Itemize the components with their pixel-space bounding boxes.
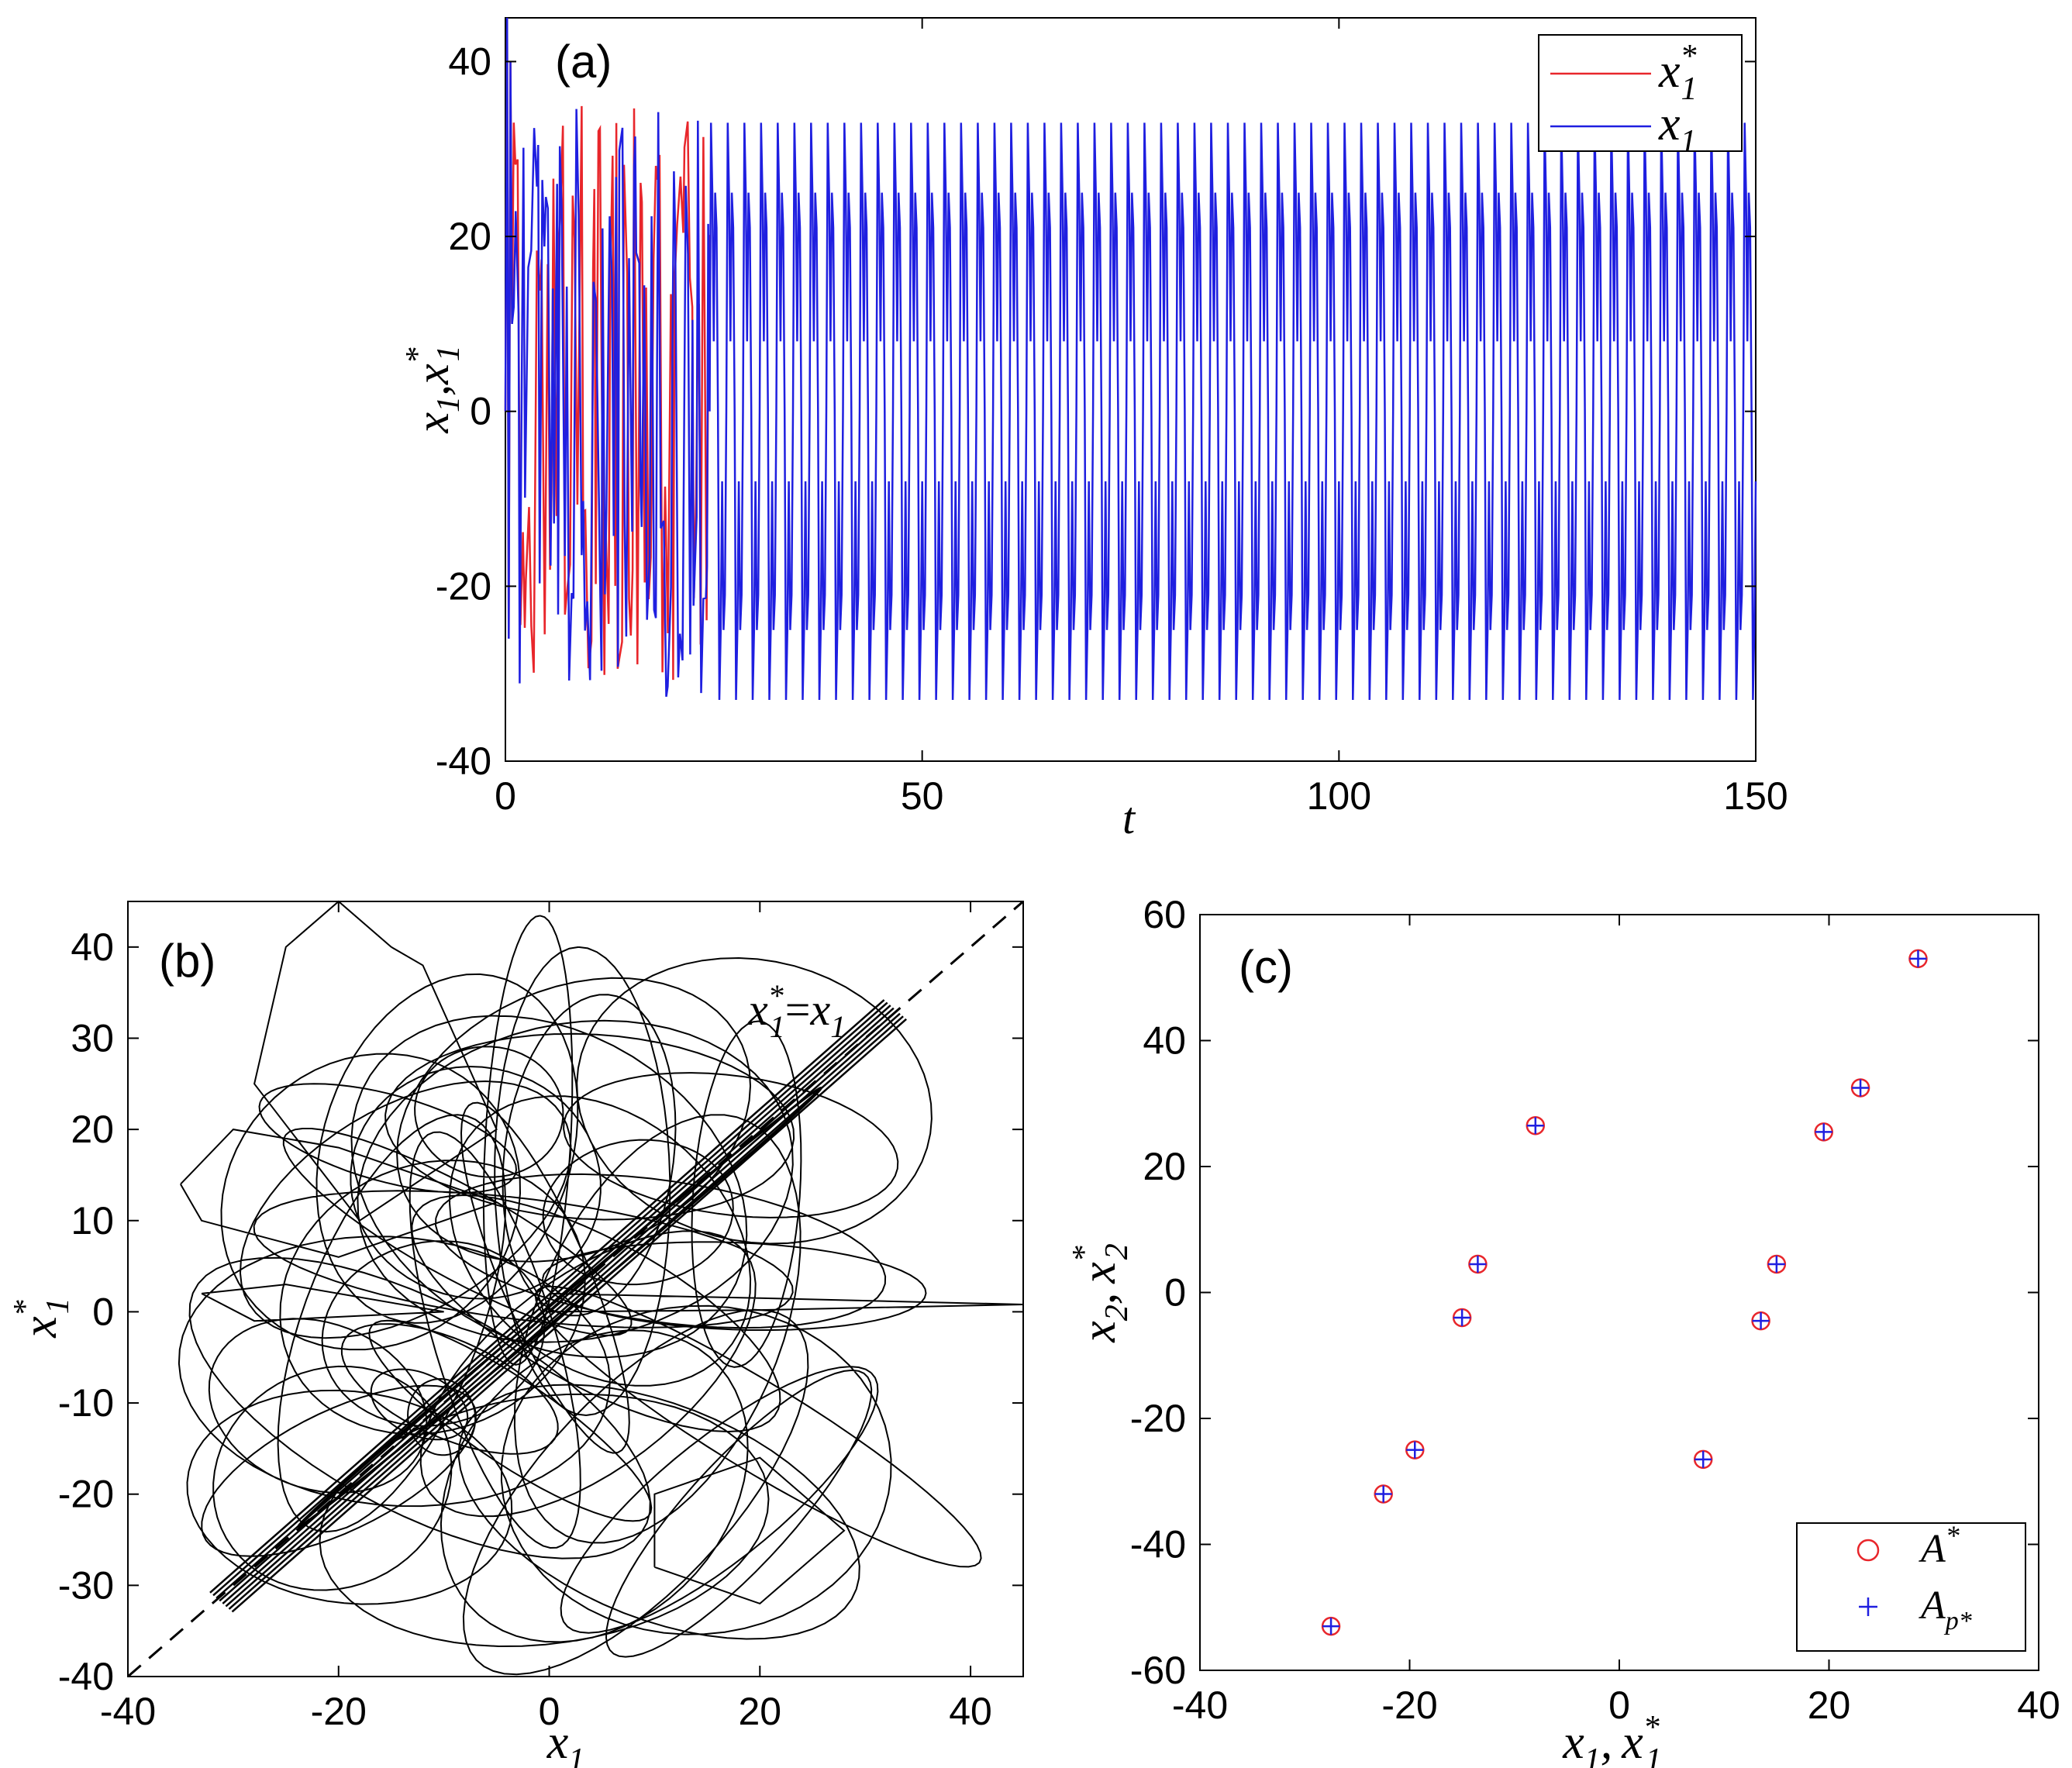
sync-band-line <box>228 1015 904 1610</box>
x-tick-label: 150 <box>1723 774 1788 818</box>
y-tick-label: 0 <box>1164 1271 1186 1315</box>
legend-label-a-p-star: Ap* <box>1919 1584 1972 1635</box>
scatter-point <box>1526 1115 1546 1136</box>
y-tick-label: 20 <box>448 215 491 258</box>
y-tick-label: -20 <box>1130 1397 1186 1440</box>
y-tick-label: 40 <box>1143 1019 1186 1063</box>
scatter-point <box>1374 1484 1393 1504</box>
sync-band-line <box>215 1005 891 1599</box>
panel-c-y-ticks: -60 -40 -20 0 20 40 60 <box>1130 893 2039 1692</box>
series-line-x1 <box>504 17 1757 701</box>
scatter-point <box>1693 1449 1713 1470</box>
x-tick-label: 0 <box>539 1690 560 1733</box>
scatter-point <box>1751 1311 1770 1331</box>
scatter-point <box>1321 1616 1341 1636</box>
scatter-point <box>1908 949 1928 969</box>
panel-c-x-ticks: -40 -20 0 20 40 <box>1172 915 2060 1727</box>
x-tick-label: -40 <box>100 1690 156 1733</box>
x-tick-label: 20 <box>738 1690 781 1733</box>
sync-band-ellipse <box>297 1087 822 1528</box>
y-tick-label: 20 <box>1143 1145 1186 1188</box>
y-tick-label: 0 <box>470 390 491 433</box>
svg-text:x1,x*1: x1,x*1 <box>400 345 467 433</box>
y-tick-label: 20 <box>71 1108 114 1151</box>
panel-a-legend: x* 1 x1 <box>1538 34 1743 160</box>
legend-label-x1: x1 <box>1658 98 1697 160</box>
panel-a-ylabel-comma: , <box>407 384 458 396</box>
legend-circle-marker <box>1857 1539 1880 1562</box>
y-tick-label: -30 <box>58 1563 114 1607</box>
x-tick-label: 40 <box>949 1690 992 1733</box>
y-tick-label: 60 <box>1143 893 1186 936</box>
sync-band-line <box>231 1018 907 1613</box>
panel-b-x-ticks: -40 -20 0 20 40 <box>100 901 992 1733</box>
panel-a-x-axis-label: t <box>1122 793 1136 843</box>
y-tick-label: 10 <box>71 1199 114 1242</box>
panel-a-series-group <box>504 17 1757 701</box>
scatter-point <box>1405 1440 1425 1460</box>
panel-a-y-axis-label: x1,x*1 <box>400 345 467 433</box>
panel-a-ylabel-sub: 1 <box>431 396 467 412</box>
y-tick-label: -40 <box>58 1655 114 1698</box>
y-tick-label: -20 <box>58 1473 114 1516</box>
y-tick-label: 40 <box>448 40 491 83</box>
panel-c-legend: A* Ap* <box>1796 1520 2026 1652</box>
x-tick-label: 100 <box>1307 774 1371 818</box>
panel-a-ylabel-sub2: 1 <box>431 345 467 361</box>
y-tick-label: 0 <box>92 1290 114 1333</box>
x-tick-label: 0 <box>495 774 516 818</box>
panel-a-legend-box <box>1538 34 1743 152</box>
panel-a-ylabel-x: x <box>407 412 458 434</box>
scatter-point <box>1850 1078 1870 1098</box>
panel-a-ylabel-x2: x <box>407 364 458 385</box>
x-tick-label: -40 <box>1172 1684 1228 1727</box>
x-tick-label: 40 <box>2017 1684 2060 1727</box>
panel-b-annotation: x* 1=x1 <box>747 978 846 1044</box>
x-tick-label: -20 <box>1381 1684 1437 1727</box>
x-tick-label: 0 <box>1608 1684 1630 1727</box>
svg-text:x2,x*2: x2,x*2 <box>1067 1243 1135 1343</box>
scatter-point <box>1767 1254 1787 1274</box>
panel-b-phase-portrait: -40 -20 0 20 40 -40 -30 -20 -10 0 10 20 30 40 (b) x*… <box>8 900 1024 1768</box>
panel-a-label: (a) <box>555 36 612 88</box>
x-tick-label: 20 <box>1808 1684 1851 1727</box>
y-tick-label: -60 <box>1130 1649 1186 1692</box>
legend-label-a-star: A* <box>1919 1520 1960 1571</box>
panel-c-y-axis-label: x2,x*2 <box>1067 1243 1135 1343</box>
panel-b-y-axis-label: x*1 <box>8 1298 76 1339</box>
sync-band-line <box>212 1001 888 1597</box>
panel-b-label: (b) <box>159 935 215 987</box>
panel-b-diagonal-dashed-line <box>127 900 1024 1678</box>
panel-b-y-ticks: -40 -30 -20 -10 0 10 20 30 40 <box>58 925 1023 1698</box>
panel-b-trajectory <box>178 900 1024 1676</box>
x-tick-label: -20 <box>311 1690 367 1733</box>
y-tick-label: -20 <box>436 564 491 608</box>
panel-c-legend-box <box>1796 1522 2026 1652</box>
x-tick-label: 50 <box>901 774 944 818</box>
scatter-point <box>1452 1308 1472 1328</box>
y-tick-label: 30 <box>71 1016 114 1060</box>
panel-c-label: (c) <box>1239 941 1293 993</box>
legend-label-x1-star: x* 1 <box>1658 39 1698 107</box>
sync-band-line <box>209 999 885 1594</box>
panel-c-points <box>1321 949 1928 1636</box>
panel-b-x-axis-label: x1 <box>546 1716 585 1768</box>
y-tick-label: -40 <box>436 739 491 783</box>
scatter-point <box>1468 1254 1488 1274</box>
legend-plus-marker <box>1859 1597 1877 1616</box>
panel-a-ylabel-star: * <box>400 347 436 364</box>
y-tick-label: -10 <box>58 1381 114 1425</box>
panel-a-x-ticks: 0 50 100 150 <box>495 18 1788 818</box>
panel-c-x-axis-label: x1, x* 1 <box>1562 1710 1662 1768</box>
svg-text:x*1: x*1 <box>8 1298 76 1339</box>
y-tick-label: 40 <box>71 925 114 969</box>
panel-a-y-ticks: -40 -20 0 20 40 <box>436 40 1756 783</box>
scatter-point <box>1814 1122 1833 1142</box>
y-tick-label: -40 <box>1130 1523 1186 1566</box>
